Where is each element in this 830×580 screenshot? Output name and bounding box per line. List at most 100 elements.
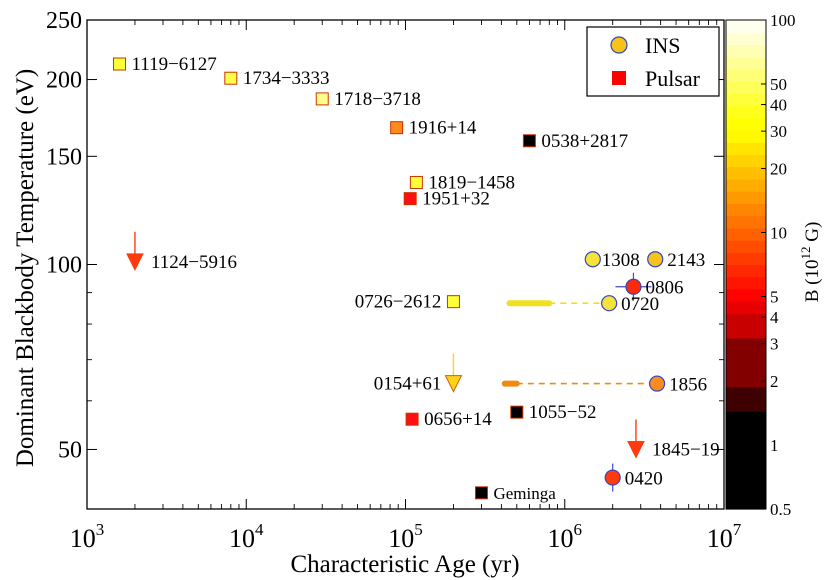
colorbar-tick-label: 1 <box>770 436 779 455</box>
pulsar-marker <box>474 486 488 500</box>
pulsar-upper-limit-marker <box>126 253 144 271</box>
pulsar-marker <box>315 92 329 106</box>
x-tick-exponent: 7 <box>733 520 742 539</box>
pulsar-label: 1845−19 <box>652 439 720 460</box>
colorbar-segment <box>726 32 766 46</box>
colorbar-tick-label: 100 <box>770 11 796 30</box>
pulsar-upper-limit-marker <box>627 440 645 459</box>
ins-marker <box>625 278 642 295</box>
legend-label: INS <box>645 33 680 58</box>
ins-label: 1856 <box>669 375 707 396</box>
colorbar-tick-label: 4 <box>770 308 779 327</box>
colorbar-segment <box>726 374 766 388</box>
ins-label: 0720 <box>621 294 659 315</box>
x-tick-base: 10 <box>707 524 733 553</box>
ins-marker <box>601 295 618 312</box>
pulsar-label: 1734−3333 <box>243 68 330 89</box>
pulsar-label: 1124−5916 <box>151 252 237 273</box>
colorbar-segment <box>726 227 766 241</box>
colorbar-segment <box>726 93 766 107</box>
colorbar-segment <box>726 288 766 302</box>
pulsar-label: 1819−1458 <box>428 172 515 193</box>
colorbar-segment <box>726 350 766 363</box>
colorbar-tick-label: 2 <box>770 372 779 391</box>
colorbar-segment <box>726 166 766 180</box>
pulsar-label: 1951+32 <box>422 189 490 210</box>
colorbar-segment <box>726 203 766 217</box>
colorbar-segment <box>726 362 766 376</box>
colorbar-title-tail: G) <box>802 222 823 247</box>
x-tick-label: 106 <box>548 520 583 553</box>
x-tick-label: 105 <box>388 520 423 553</box>
ins-label: 2143 <box>667 250 705 271</box>
legend-box <box>586 26 720 97</box>
y-tick-label: 100 <box>46 253 82 279</box>
colorbar-segment <box>726 105 766 119</box>
pulsar-marker <box>113 57 127 71</box>
colorbar-segment <box>726 56 766 70</box>
pulsar-marker <box>446 295 460 309</box>
ins-marker <box>604 469 621 486</box>
legend-label: Pulsar <box>645 66 701 91</box>
colorbar-segment <box>726 313 766 327</box>
legend: INS Pulsar <box>586 26 720 97</box>
colorbar-segment <box>726 325 766 339</box>
colorbar-segment <box>726 215 766 229</box>
pulsar-label: Geminga <box>493 484 556 503</box>
pulsar-label: 1119−6127 <box>132 54 217 75</box>
y-tick-label: 200 <box>46 68 82 94</box>
x-tick-exponent: 6 <box>574 520 583 539</box>
pulsar-label: 0726−2612 <box>355 292 442 313</box>
pulsar-marker <box>224 71 238 85</box>
ins-marker <box>647 251 664 268</box>
plot-area <box>87 20 724 509</box>
colorbar-segment <box>726 460 766 473</box>
pulsar-marker <box>403 192 417 206</box>
colorbar-tick-label: 0.5 <box>770 500 791 519</box>
pulsar-label: 0154+61 <box>374 374 442 395</box>
colorbar-segment <box>726 117 766 131</box>
ins-label: 0806 <box>645 278 683 299</box>
pulsar-label: 1055−52 <box>529 402 597 423</box>
x-tick-exponent: 5 <box>414 520 423 539</box>
y-tick-label: 250 <box>46 8 82 34</box>
x-axis-title: Characteristic Age (yr) <box>290 551 519 578</box>
pulsar-marker <box>409 175 423 189</box>
pulsar-marker <box>510 405 524 419</box>
colorbar-tick-label: 20 <box>770 160 787 179</box>
colorbar-title: B (1012 G) <box>798 222 823 303</box>
x-tick-base: 10 <box>388 524 414 553</box>
legend-pulsar-marker <box>612 71 626 85</box>
colorbar-segment <box>726 496 766 510</box>
pulsar-label: 0656+14 <box>424 409 492 430</box>
pulsar-marker <box>390 121 404 135</box>
ins-marker <box>648 375 666 392</box>
colorbar-segment <box>726 81 766 94</box>
colorbar-segment <box>726 264 766 278</box>
colorbar-segment <box>726 472 766 486</box>
colorbar-segment <box>726 276 766 290</box>
colorbar-segment <box>726 240 766 253</box>
colorbar-segment <box>726 301 766 314</box>
colorbar-segment <box>726 398 766 412</box>
colorbar-title-exp: 12 <box>798 247 813 260</box>
colorbar-segment <box>726 447 766 461</box>
pulsar-marker <box>522 134 536 148</box>
colorbar-tick-label: 30 <box>770 122 787 141</box>
colorbar-tick-label: 40 <box>770 96 787 115</box>
x-tick-base: 10 <box>548 524 574 553</box>
colorbar-segment <box>726 142 766 156</box>
colorbar-tick-label: 50 <box>770 75 787 94</box>
colorbar-segment <box>726 178 766 192</box>
pulsar-label: 0538+2817 <box>541 131 628 152</box>
x-tick-exponent: 4 <box>255 520 264 539</box>
colorbar-segment <box>726 386 766 400</box>
pulsar-marker <box>405 412 419 426</box>
ins-label: 1308 <box>602 250 640 271</box>
ins-marker <box>584 251 601 268</box>
colorbar-segment <box>726 411 766 425</box>
colorbar-segment <box>726 130 766 143</box>
x-tick-label: 104 <box>229 520 264 553</box>
pulsar-label: 1718−3718 <box>334 89 421 110</box>
